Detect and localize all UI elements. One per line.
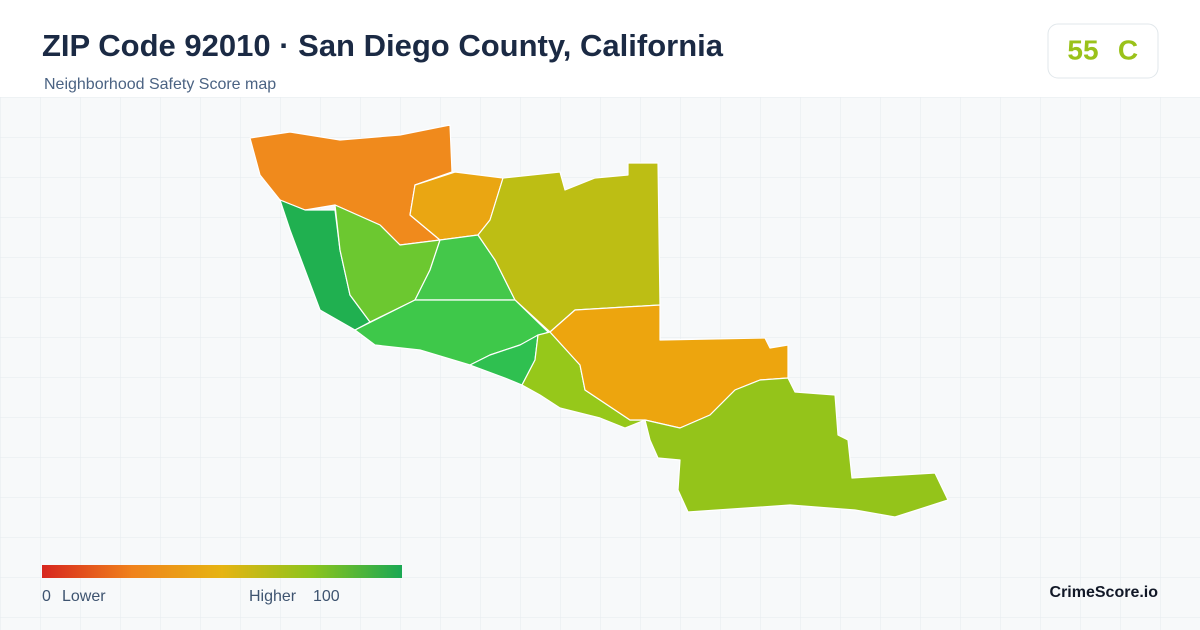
subtitle: Neighborhood Safety Score map [44,76,276,93]
legend-scale [42,565,402,578]
legend-min-label: Lower [62,588,106,605]
legend-max-label: Higher [249,588,297,605]
score-grade: C [1118,34,1138,65]
score-badge [1047,23,1159,79]
score-value: 55 [1067,34,1098,65]
legend-max: 100 [313,588,340,605]
region [644,377,949,518]
zip-map [249,124,949,518]
title: ZIP Code 92010 · San Diego County, Calif… [42,28,724,63]
legend-min: 0 [42,588,51,605]
brand: CrimeScore.io [1050,584,1159,601]
